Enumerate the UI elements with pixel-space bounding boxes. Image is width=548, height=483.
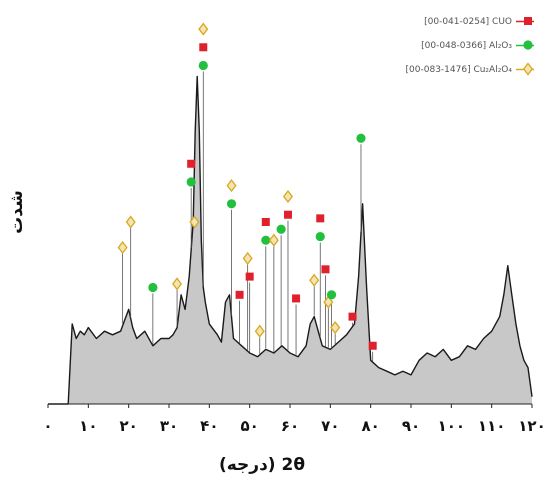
diffractogram-area xyxy=(48,76,532,405)
peak-marker-diamond xyxy=(309,273,320,287)
legend-marker-diamond xyxy=(522,62,534,76)
x-axis: ۰ ۱۰ ۲۰ ۳۰ ۴۰ ۵۰ ۶۰ ۷۰ ۸۰ ۹۰ ۱۰۰ ۱۱۰ ۱۲۰ xyxy=(43,403,546,435)
peak-marker-square xyxy=(292,294,301,303)
peak-marker-square xyxy=(321,265,330,274)
legend-label: [00-048-0366] Al₂O₃ xyxy=(421,41,512,51)
y-axis-label: شدت xyxy=(7,190,27,234)
peak-marker-diamond xyxy=(330,320,341,335)
peak-marker-diamond xyxy=(226,179,237,193)
legend-label: [00-041-0254] CUO xyxy=(424,17,512,27)
peak-marker-circle xyxy=(198,60,208,71)
peak-marker-square xyxy=(187,159,196,168)
peak-marker-diamond xyxy=(323,295,334,309)
peak-marker-diamond xyxy=(254,324,265,338)
peak-marker-square xyxy=(283,210,292,219)
peak-markers xyxy=(117,22,377,362)
peak-marker-circle xyxy=(148,282,158,293)
peak-marker-circle xyxy=(276,224,286,234)
peak-marker-square xyxy=(261,218,270,226)
diffractogram-line xyxy=(48,75,533,405)
x-axis-label: 2θ (درجه) xyxy=(219,455,305,475)
peak-marker-square xyxy=(316,214,325,223)
legend-label: [00-083-1476] Cu₂Al₂O₄ xyxy=(406,65,513,75)
x-tick-label: ۸۰ xyxy=(362,417,380,435)
peak-marker-circle xyxy=(356,133,366,143)
x-tick-label: ۰ xyxy=(43,417,52,435)
x-tick-label: ۳۰ xyxy=(160,417,178,435)
x-tick-label: ۱۰۰ xyxy=(438,417,465,435)
x-tick-label: ۶۰ xyxy=(281,417,299,435)
peak-marker-square xyxy=(235,290,244,299)
x-tick-label: ۵۰ xyxy=(241,417,259,435)
peak-marker-square xyxy=(199,43,208,52)
x-tick-label: ۱۲۰ xyxy=(518,417,545,435)
peak-marker-square xyxy=(368,341,377,350)
x-tick-label: ۴۰ xyxy=(200,417,218,435)
plot-area xyxy=(48,75,533,405)
peak-marker-diamond xyxy=(198,22,209,36)
peak-marker-square xyxy=(348,312,357,321)
x-tick-label: ۲۰ xyxy=(120,417,138,435)
peak-marker-diamond xyxy=(282,189,294,204)
peak-marker-diamond xyxy=(125,215,136,229)
peak-marker-diamond xyxy=(172,277,183,291)
peak-marker-diamond xyxy=(117,240,128,255)
legend: [00-041-0254] CUO [00-048-0366] Al₂O₃ [00-… xyxy=(406,17,534,76)
x-tick-label: ۱۱۰ xyxy=(478,417,505,435)
x-tick-label: ۹۰ xyxy=(402,417,420,435)
legend-marker-square xyxy=(524,17,532,25)
peak-marker-diamond xyxy=(242,251,253,265)
peak-marker-diamond xyxy=(189,215,200,229)
peak-marker-diamond xyxy=(268,233,279,247)
legend-marker-circle xyxy=(523,40,533,50)
x-tick-label: ۷۰ xyxy=(321,417,339,435)
peak-marker-square xyxy=(245,272,254,281)
peak-marker-circle xyxy=(261,235,271,245)
x-tick-label: ۱۰ xyxy=(79,417,97,435)
peak-marker-circle xyxy=(326,290,337,300)
peak-marker-circle xyxy=(226,199,237,209)
peak-marker-circle xyxy=(315,231,325,242)
peak-marker-circle xyxy=(186,177,196,187)
